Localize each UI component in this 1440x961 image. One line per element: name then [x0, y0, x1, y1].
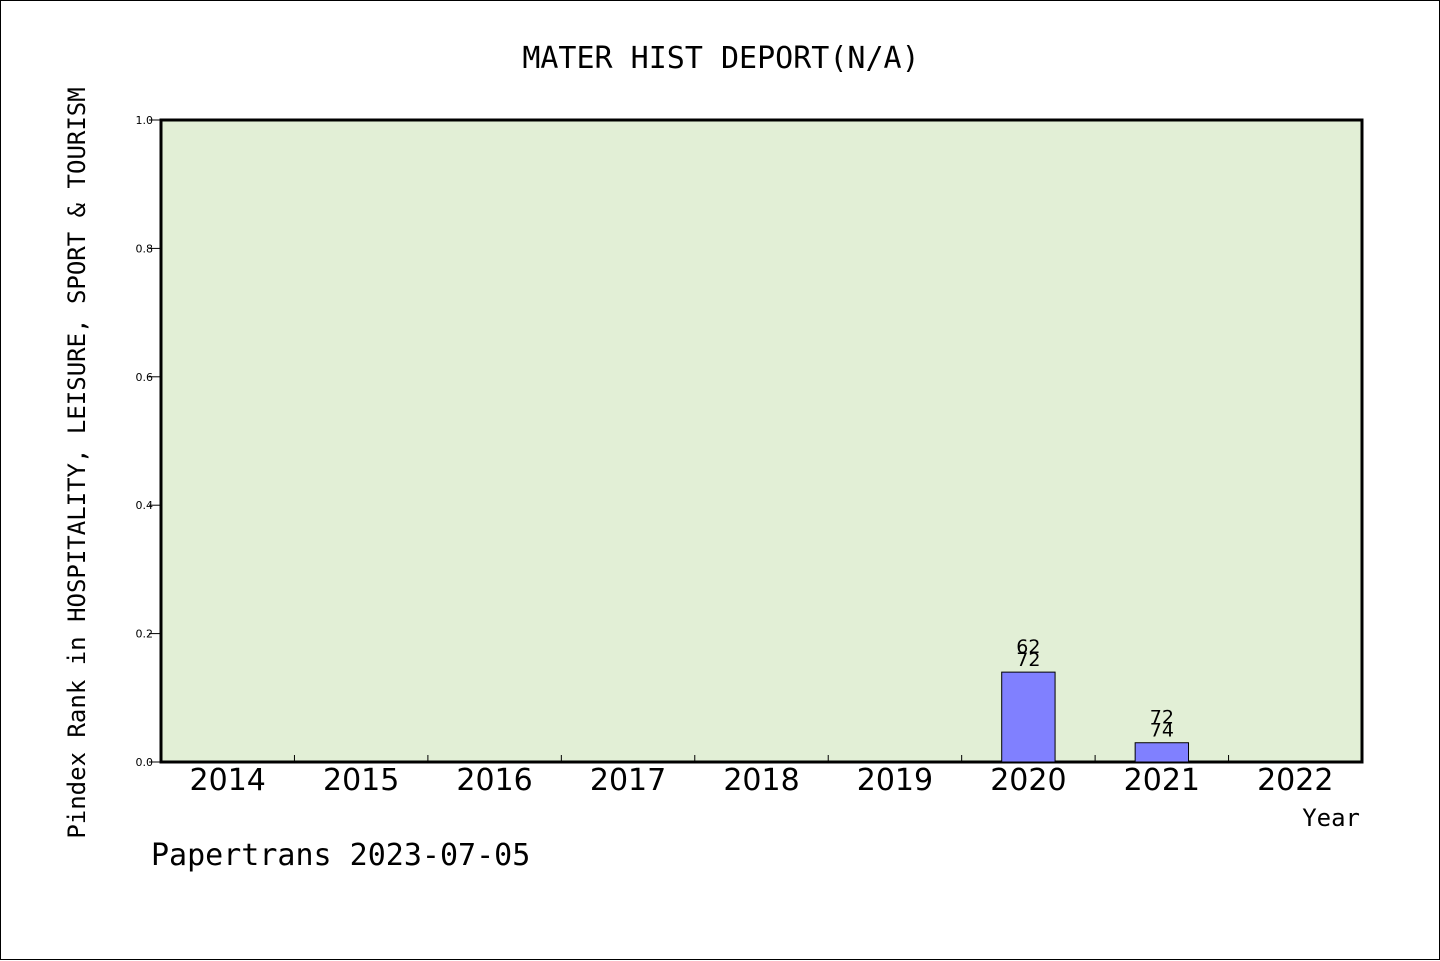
x-tick-label: 2022: [1257, 763, 1333, 798]
x-tick-label: 2018: [723, 763, 799, 798]
x-tick-label: 2015: [323, 763, 399, 798]
bar-value-label: 74: [1150, 720, 1174, 742]
x-tick-label: 2016: [456, 763, 532, 798]
x-tick-label: 2019: [857, 763, 933, 798]
bar-value-label: 72: [1150, 707, 1174, 729]
y-tick-label: 0.4: [136, 499, 154, 512]
bar-series: [1001, 671, 1190, 763]
plot-area: [159, 118, 1364, 764]
x-tick-label: 2020: [990, 763, 1066, 798]
y-axis-ticks: 0.0 0.2 0.4 0.6 0.8 1.0: [136, 114, 161, 769]
x-tick-label: 2014: [190, 763, 266, 798]
bar-value-label: 72: [1016, 649, 1040, 671]
y-tick-label: 0.8: [136, 242, 154, 255]
chart-title: MATER HIST DEPORT(N/A): [522, 41, 919, 76]
y-tick-label: 1.0: [136, 114, 154, 127]
x-tick-label: 2017: [590, 763, 666, 798]
bar-2020: [1001, 671, 1056, 763]
y-tick-label: 0.0: [136, 756, 154, 769]
x-axis-ticks: 2014 2015 2016 2017 2018 2019 2020 2021 2022: [190, 755, 1333, 798]
bar-2021: [1134, 742, 1190, 763]
x-tick-label: 2021: [1124, 763, 1200, 798]
y-axis-label: Pindex Rank in HOSPITALITY, LEISURE, SPO…: [63, 87, 91, 838]
x-axis-label: Year: [1302, 804, 1360, 832]
y-tick-label: 0.2: [136, 628, 154, 641]
footer-date-stamp: Papertrans 2023-07-05: [151, 838, 530, 873]
y-tick-label: 0.6: [136, 371, 154, 384]
bar-value-label: 62: [1016, 636, 1040, 658]
